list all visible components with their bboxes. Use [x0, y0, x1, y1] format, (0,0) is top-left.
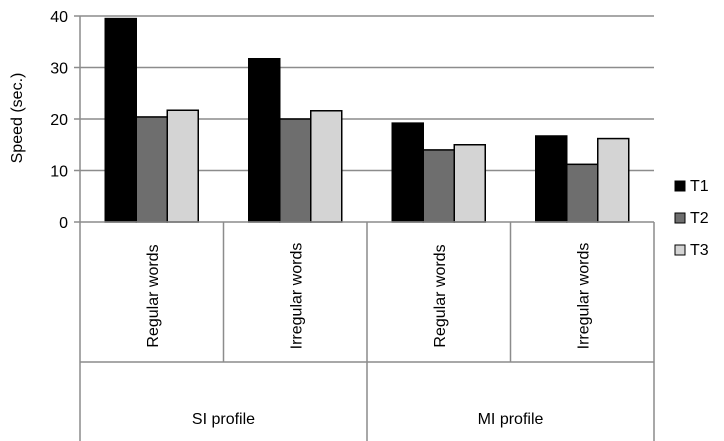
y-tick-label: 0: [59, 215, 68, 232]
legend-label-t1: T1: [690, 178, 709, 195]
x-category-labels: Regular words Irregular words Regular word…: [145, 243, 593, 350]
bar-t1: [248, 57, 281, 223]
y-tick-label: 30: [50, 61, 68, 78]
bar-t2: [422, 149, 455, 223]
bar-t1: [535, 135, 568, 223]
legend-swatch-t2: [674, 212, 686, 224]
x-category-label: Irregular words: [575, 243, 592, 350]
x-category-label: Irregular words: [288, 243, 305, 350]
legend-label-t2: T2: [690, 210, 709, 227]
bars: [104, 17, 630, 223]
legend-swatch-t3: [674, 244, 686, 256]
y-tick-labels: 0 10 20 30 40: [50, 9, 68, 232]
bar-t2: [566, 163, 599, 223]
legend-label-t3: T3: [690, 242, 709, 259]
bar-t3: [310, 110, 343, 223]
bar-t1: [391, 122, 424, 223]
bar-t3: [597, 137, 630, 223]
x-group-labels: SI profile MI profile: [192, 411, 544, 428]
y-tick-label: 20: [50, 112, 68, 129]
legend: T1 T2 T3: [674, 178, 709, 259]
axes: [74, 15, 655, 441]
x-group-label: SI profile: [192, 411, 255, 428]
y-tick-label: 40: [50, 9, 68, 26]
y-tick-label: 10: [50, 164, 68, 181]
bar-t2: [279, 118, 312, 223]
y-axis-label: Speed (sec.): [9, 73, 26, 164]
x-group-label: MI profile: [478, 411, 544, 428]
bar-t3: [166, 109, 199, 223]
legend-swatch-t1: [674, 180, 686, 192]
bar-t3: [453, 144, 486, 223]
bar-t2: [135, 116, 168, 223]
x-category-label: Regular words: [432, 244, 449, 347]
bar-t1: [104, 17, 137, 223]
x-category-label: Regular words: [145, 244, 162, 347]
